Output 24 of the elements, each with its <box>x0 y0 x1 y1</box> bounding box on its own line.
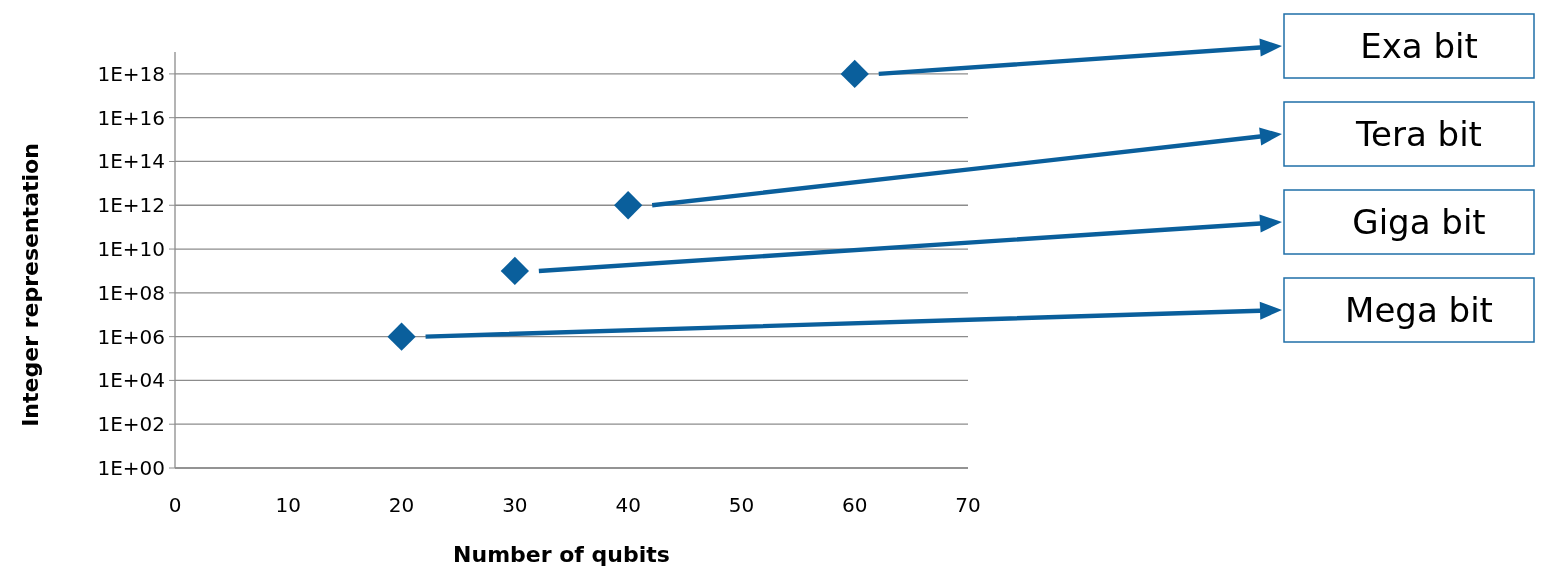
text: Exa bit <box>1360 25 1478 66</box>
y-tick-label: 1E+14 <box>97 149 165 174</box>
y-axis-title: Integer representation <box>18 143 43 427</box>
text: Giga bit <box>1352 201 1486 242</box>
x-tick-label: 30 <box>502 493 528 517</box>
x-tick-label: 40 <box>615 493 641 517</box>
x-tick-label: 20 <box>388 493 415 517</box>
x-tick-label: 0 <box>168 493 182 517</box>
x-tick-label: 50 <box>728 493 755 517</box>
x-tick-label: 60 <box>841 493 868 517</box>
y-tick-label: 1E+00 <box>97 456 165 480</box>
x-tick-label: 70 <box>955 493 981 517</box>
text: Tera bit <box>1355 113 1482 154</box>
y-tick-label: 1E+10 <box>97 237 165 262</box>
y-tick-label: 1E+16 <box>97 105 165 130</box>
y-tick-label: 1E+06 <box>97 324 165 349</box>
y-tick-label: 1E+02 <box>97 412 165 437</box>
y-tick-label: 1E+12 <box>97 193 165 218</box>
y-tick-label: 1E+04 <box>97 368 165 393</box>
x-tick-label: 10 <box>275 493 302 517</box>
y-tick-label: 1E+08 <box>97 280 165 305</box>
text: Mega bit <box>1345 289 1493 330</box>
x-axis-title: Number of qubits <box>453 542 670 567</box>
y-tick-label: 1E+18 <box>97 61 165 86</box>
